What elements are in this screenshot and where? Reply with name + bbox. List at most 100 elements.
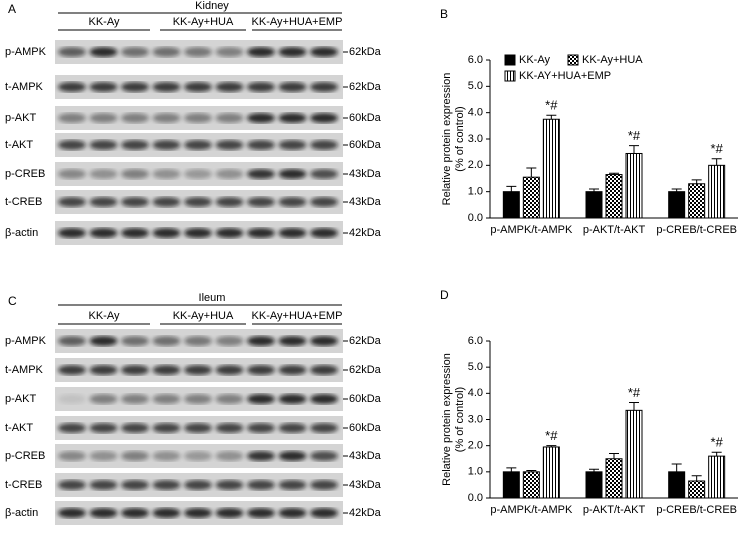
band <box>310 336 338 346</box>
band <box>310 47 338 57</box>
band <box>278 197 307 207</box>
y-axis-label: Relative protein expression <box>441 353 453 486</box>
significance: *# <box>628 128 641 143</box>
bar <box>502 191 520 219</box>
band <box>121 365 149 375</box>
size-label: 62kDa <box>349 335 382 347</box>
error-bar <box>691 179 702 184</box>
error-bar <box>589 188 599 192</box>
band <box>58 113 86 123</box>
band <box>58 508 86 518</box>
y-tick-label: 4.0 <box>468 387 483 399</box>
bar <box>708 455 726 499</box>
panel-letter: A <box>8 2 16 16</box>
band <box>184 169 212 179</box>
band <box>152 365 181 375</box>
significance: *# <box>545 98 558 113</box>
band <box>278 140 307 150</box>
band <box>121 394 149 404</box>
bar <box>542 446 560 499</box>
error-bar <box>711 158 722 166</box>
error-bar <box>691 475 702 481</box>
band <box>121 197 149 207</box>
size-label: 43kDa <box>349 196 382 208</box>
error-bar <box>609 172 619 175</box>
band <box>152 140 181 150</box>
band <box>215 228 244 238</box>
band <box>152 82 181 92</box>
row-label: p-AMPK <box>5 335 47 347</box>
band <box>247 113 275 123</box>
y-tick-label: 2.0 <box>468 159 483 171</box>
band <box>215 423 244 433</box>
size-label: 62kDa <box>349 81 382 93</box>
band <box>89 508 118 518</box>
band <box>121 451 149 461</box>
bar <box>605 458 623 499</box>
panel-letter: B <box>440 7 448 21</box>
row-label: p-CREB <box>5 168 45 180</box>
band <box>152 423 181 433</box>
band <box>215 365 244 375</box>
group-label: KK-Ay+HUA <box>173 16 234 28</box>
band <box>152 169 181 179</box>
bar <box>625 409 643 499</box>
error-bar <box>609 453 619 459</box>
bar <box>542 118 560 219</box>
band <box>184 365 212 375</box>
band <box>89 451 118 461</box>
band <box>310 140 338 150</box>
band <box>310 169 338 179</box>
band <box>121 228 149 238</box>
band <box>152 228 181 238</box>
band <box>58 140 86 150</box>
band <box>278 365 307 375</box>
band <box>310 394 338 404</box>
y-tick-label: 3.0 <box>468 413 483 425</box>
band <box>89 169 118 179</box>
band <box>89 47 118 57</box>
band <box>89 480 118 490</box>
error-bar <box>506 185 517 192</box>
band <box>121 480 149 490</box>
band <box>184 140 212 150</box>
bar <box>668 471 686 499</box>
band <box>152 508 181 518</box>
band <box>184 423 212 433</box>
row-label: β-actin <box>5 227 38 239</box>
band <box>58 423 86 433</box>
band <box>247 336 275 346</box>
band <box>58 228 86 238</box>
size-label: 62kDa <box>349 46 382 58</box>
row-label: p-AMPK <box>5 46 47 58</box>
band <box>89 365 118 375</box>
band <box>310 228 338 238</box>
x-tick-label: p-AKT/t-AKT <box>583 504 646 516</box>
band <box>278 336 307 346</box>
y-tick-label: 6.0 <box>468 335 483 347</box>
band <box>247 423 275 433</box>
bar <box>688 183 706 219</box>
row-label: p-AKT <box>5 393 36 405</box>
band <box>89 113 118 123</box>
band <box>310 423 338 433</box>
significance: *# <box>628 385 641 400</box>
significance: *# <box>711 435 724 450</box>
band <box>58 169 86 179</box>
band <box>247 169 275 179</box>
size-label: 43kDa <box>349 168 382 180</box>
panel-letter: C <box>8 294 17 308</box>
band <box>310 113 338 123</box>
band <box>278 394 307 404</box>
band <box>89 197 118 207</box>
row-label: t-AMPK <box>5 364 44 376</box>
group-label: KK-Ay <box>89 310 120 322</box>
band <box>215 169 244 179</box>
band <box>310 197 338 207</box>
size-label: 43kDa <box>349 450 382 462</box>
row-label: t-AKT <box>5 139 33 151</box>
error-bar <box>589 468 599 472</box>
band <box>278 451 307 461</box>
band <box>184 197 212 207</box>
band <box>215 451 244 461</box>
